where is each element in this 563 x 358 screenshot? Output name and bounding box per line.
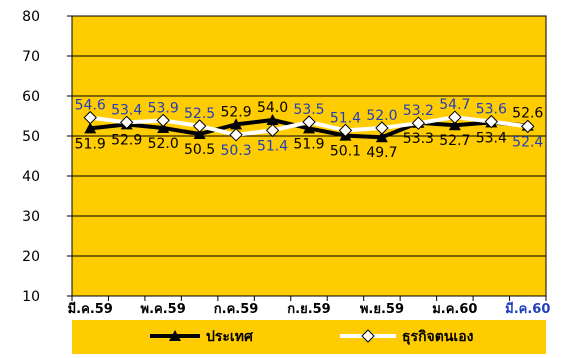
y-axis-ticks: 10 20 30 40 50 60 70 80: [22, 9, 72, 305]
series-layer: [83, 110, 535, 143]
data-label: 52.7: [439, 133, 470, 149]
diamond-marker: [119, 115, 134, 130]
data-label: 49.7: [366, 145, 397, 161]
diamond-marker: [156, 113, 170, 128]
data-label: 50.3: [220, 143, 251, 159]
y-tick-label: 30: [22, 209, 40, 225]
data-label: 53.4: [111, 102, 142, 118]
y-tick-label: 70: [22, 49, 40, 65]
triangle-marker: [375, 131, 388, 143]
x-axis-ticks: มี.ค.59 พ.ค.59 ก.ค.59 ก.ย.59 พ.ย.59 ม.ค.60 มี.…: [68, 296, 550, 317]
diamond-marker: [375, 121, 389, 135]
data-label: 52.6: [512, 106, 543, 122]
plot-background: [71, 15, 547, 297]
data-label: 53.4: [476, 130, 507, 146]
triangle-marker: [230, 118, 243, 130]
y-tick-label: 40: [22, 169, 40, 185]
triangle-marker: [266, 114, 279, 125]
x-tick-label: ก.ค.59: [214, 302, 259, 317]
data-label: 52.5: [184, 106, 215, 122]
y-tick-label: 60: [22, 89, 40, 105]
diamond-marker: [83, 110, 97, 125]
data-labels-layer: 51.9 52.9 52.0 50.5 52.9 54.0 51.9 50.1 49.7 53.3…: [75, 97, 544, 161]
gridlines: [72, 15, 546, 297]
y-tick-label: 50: [22, 129, 40, 145]
y-tick-label: 20: [22, 249, 40, 265]
legend-label: ประเทศ: [206, 329, 254, 345]
data-label: 51.4: [330, 110, 361, 126]
diamond-marker: [521, 119, 535, 134]
x-tick-label: พ.ค.59: [141, 302, 186, 317]
diamond-marker: [338, 123, 353, 138]
data-label: 53.6: [476, 102, 507, 118]
x-tick-label: ก.ย.59: [287, 302, 330, 317]
data-label: 53.3: [403, 131, 434, 147]
triangle-marker: [84, 122, 97, 134]
data-label: 50.1: [330, 144, 361, 160]
legend-background: [72, 320, 546, 354]
data-label: 51.9: [293, 136, 324, 152]
data-label: 51.9: [75, 136, 106, 152]
y-tick-label: 10: [22, 289, 40, 305]
triangle-marker: [193, 128, 206, 139]
triangle-marker: [448, 119, 461, 131]
diamond-marker: [192, 119, 207, 133]
legend-triangle-marker: [169, 330, 181, 341]
data-label: 53.2: [403, 103, 434, 119]
triangle-marker: [157, 122, 170, 133]
x-tick-label: มี.ค.60: [505, 301, 550, 317]
data-label: 53.9: [148, 100, 179, 116]
diamond-marker: [229, 128, 243, 142]
data-label: 52.0: [148, 136, 179, 152]
legend-diamond-marker: [361, 329, 375, 343]
data-label: 50.5: [184, 142, 215, 158]
x-tick-label: พ.ย.59: [360, 302, 404, 317]
data-label: 54.0: [257, 100, 288, 116]
data-label: 54.6: [75, 98, 106, 114]
legend: ประเทศ ธุรกิจตนเอง: [72, 320, 546, 354]
data-label: 52.0: [366, 108, 397, 124]
diamond-marker: [484, 114, 499, 129]
x-tick-label: ม.ค.60: [432, 302, 477, 317]
plot-area: [71, 15, 547, 297]
y-tick-label: 80: [22, 9, 40, 25]
data-label: 52.9: [220, 104, 251, 120]
data-label: 54.7: [439, 97, 470, 113]
legend-label: ธุรกิจตนเอง: [402, 329, 474, 345]
data-label: 53.5: [293, 102, 324, 118]
data-label: 51.4: [257, 138, 288, 154]
data-label: 52.9: [111, 132, 142, 148]
diamond-marker: [411, 116, 426, 130]
data-label: 52.4: [512, 134, 543, 150]
diamond-marker: [302, 115, 316, 129]
x-tick-label: มี.ค.59: [68, 301, 113, 317]
diamond-marker: [265, 123, 280, 138]
diamond-marker: [448, 110, 462, 124]
